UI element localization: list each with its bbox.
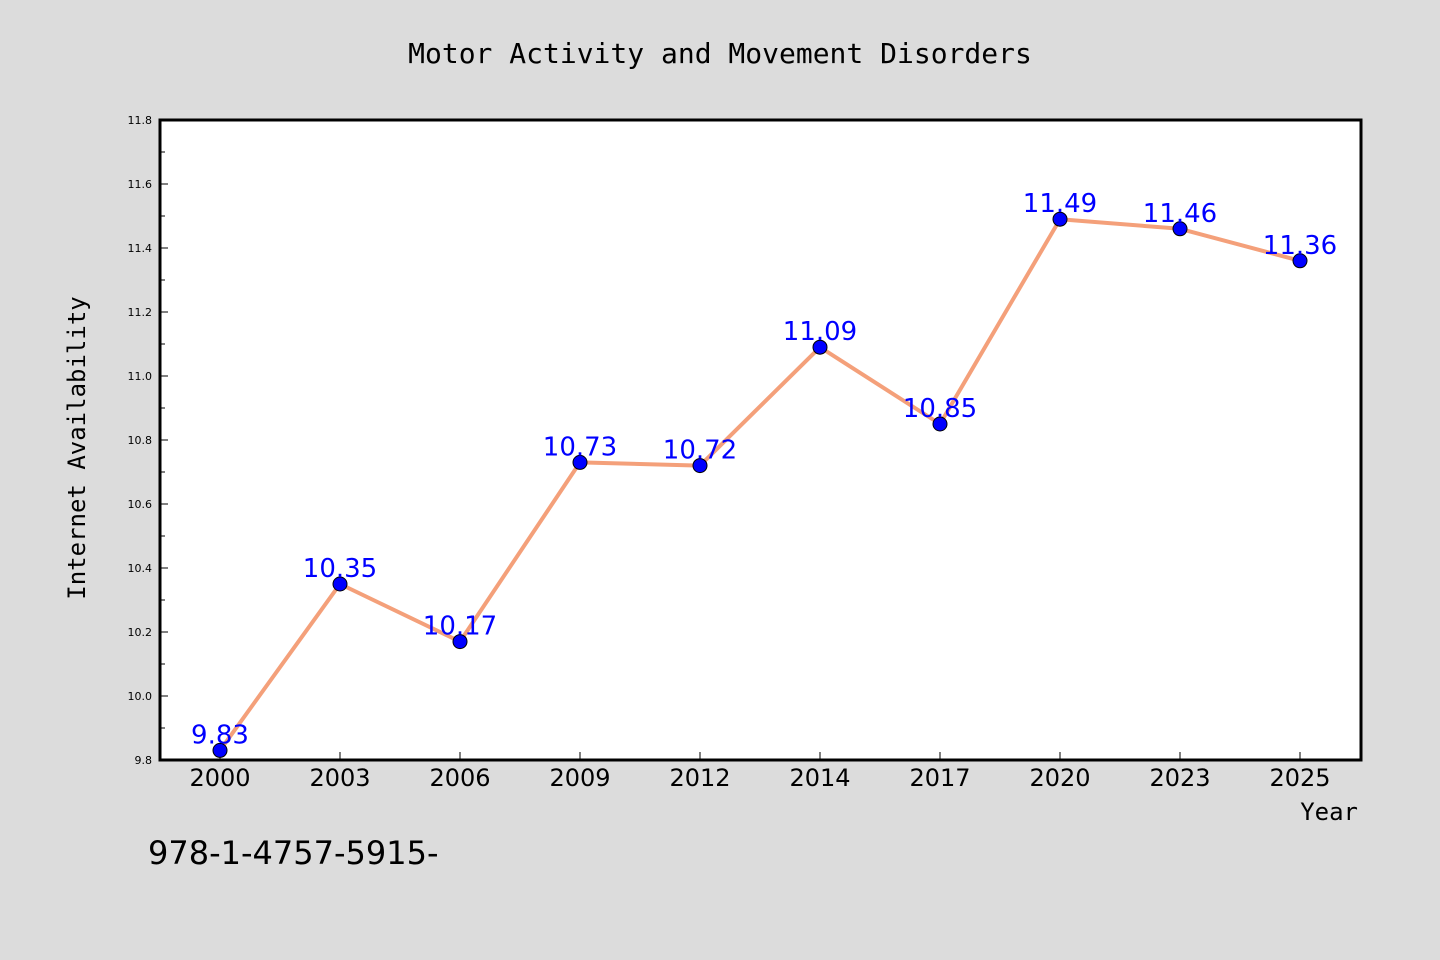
x-tick-label: 2012 — [669, 764, 730, 792]
x-axis: 2000 2003 2006 2009 2012 2014 2017 2020 2023 2025 — [189, 752, 1331, 792]
y-tick-label: 11.0 — [128, 370, 153, 383]
data-point — [212, 742, 228, 758]
y-tick-label: 9.8 — [135, 754, 153, 767]
data-point — [1172, 221, 1188, 237]
data-label: 10.72 — [663, 436, 737, 466]
x-tick-label: 2003 — [309, 764, 370, 792]
x-tick-label: 2025 — [1269, 764, 1330, 792]
x-tick-label: 2009 — [549, 764, 610, 792]
data-point — [452, 634, 468, 650]
data-point — [812, 339, 828, 355]
x-tick-label: 2023 — [1149, 764, 1210, 792]
y-axis: 9.8 10.0 10.2 10.4 10.6 10.8 11.0 11.2 11.4 11.6 1… — [128, 114, 168, 767]
footer-text: 978-1-4757-5915- — [148, 834, 439, 872]
data-label: 9.83 — [191, 720, 249, 750]
data-label: 10.85 — [903, 394, 977, 424]
chart-title: Motor Activity and Movement Disorders — [408, 37, 1032, 70]
y-tick-label: 11.4 — [128, 242, 153, 255]
x-tick-label: 2020 — [1029, 764, 1090, 792]
y-tick-label: 10.4 — [128, 562, 153, 575]
data-label: 11.36 — [1263, 231, 1337, 261]
y-tick-label: 11.6 — [128, 178, 153, 191]
x-tick-label: 2000 — [189, 764, 250, 792]
data-point — [1292, 253, 1308, 269]
y-axis-label: Internet Availability — [63, 296, 91, 599]
y-tick-label: 10.0 — [128, 690, 153, 703]
data-point — [932, 416, 948, 432]
y-tick-label: 11.2 — [128, 306, 153, 319]
y-tick-label: 10.2 — [128, 626, 153, 639]
y-tick-label: 10.6 — [128, 498, 153, 511]
data-label: 10.73 — [543, 432, 617, 462]
x-axis-label: Year — [1300, 798, 1358, 826]
data-label: 10.17 — [423, 612, 497, 642]
series-line — [218, 217, 1301, 752]
data-point — [332, 576, 348, 592]
data-label: 10.35 — [303, 554, 377, 584]
data-point — [692, 458, 708, 474]
data-label: 11.09 — [783, 317, 857, 347]
data-point — [1052, 211, 1068, 227]
data-label: 11.49 — [1023, 189, 1097, 219]
data-point — [572, 454, 588, 470]
series: 9.83 10.35 10.17 10.73 10.72 11.09 10.85 11.49 1… — [191, 189, 1337, 758]
data-label: 11.46 — [1143, 199, 1217, 229]
x-tick-label: 2014 — [789, 764, 850, 792]
y-tick-label: 10.8 — [128, 434, 153, 447]
y-tick-label: 11.8 — [128, 114, 153, 127]
x-tick-label: 2017 — [909, 764, 970, 792]
x-tick-label: 2006 — [429, 764, 490, 792]
